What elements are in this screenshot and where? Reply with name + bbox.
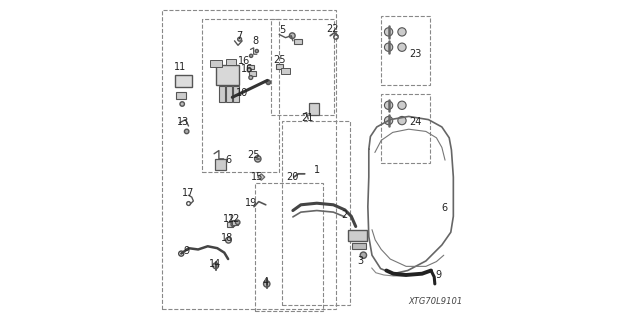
Bar [381,94,430,163]
Circle shape [250,54,253,57]
Text: 20: 20 [286,172,298,182]
FancyBboxPatch shape [233,86,239,102]
Circle shape [255,156,261,162]
Circle shape [213,263,218,269]
Bar [381,16,430,85]
Text: XTG70L9101: XTG70L9101 [408,297,463,306]
Text: 10: 10 [236,88,248,98]
Circle shape [264,281,270,287]
Text: 17: 17 [182,188,195,198]
Text: 6: 6 [225,155,231,165]
FancyBboxPatch shape [348,230,367,241]
Circle shape [398,101,406,109]
Text: 21: 21 [301,113,314,123]
Bar [255,183,323,311]
Text: 1: 1 [314,165,320,175]
Circle shape [385,101,393,109]
Text: 25: 25 [273,55,285,65]
Circle shape [398,43,406,51]
FancyBboxPatch shape [247,64,254,69]
FancyBboxPatch shape [227,221,233,227]
Text: 16: 16 [241,63,253,74]
FancyBboxPatch shape [175,75,192,87]
Text: 3: 3 [357,256,364,266]
Text: 22: 22 [326,24,339,34]
FancyBboxPatch shape [226,86,232,102]
Circle shape [385,28,393,36]
FancyBboxPatch shape [177,92,186,99]
Polygon shape [258,174,265,180]
Circle shape [289,33,295,39]
Text: 12: 12 [228,214,240,225]
Text: 11: 11 [173,62,186,72]
Circle shape [184,129,189,134]
Text: 25: 25 [248,150,260,160]
Circle shape [266,80,271,85]
Text: 23: 23 [410,48,422,59]
Bar [271,19,334,115]
Circle shape [180,102,184,106]
FancyBboxPatch shape [216,159,225,170]
Circle shape [249,76,253,79]
FancyBboxPatch shape [225,59,236,65]
Circle shape [360,252,367,258]
Bar [282,121,350,305]
Circle shape [247,68,251,72]
Text: 15: 15 [251,172,263,182]
Circle shape [398,116,406,125]
Circle shape [255,49,259,53]
Text: 12: 12 [223,214,236,225]
Circle shape [398,28,406,36]
Text: 6: 6 [442,203,447,213]
Text: 16: 16 [238,56,250,66]
Text: 13: 13 [177,117,189,127]
Circle shape [385,43,393,51]
Text: 7: 7 [236,31,242,41]
Text: 9: 9 [183,246,189,256]
Text: 24: 24 [410,117,422,127]
FancyBboxPatch shape [211,60,222,67]
Text: 14: 14 [209,259,221,269]
FancyBboxPatch shape [308,103,319,115]
Text: 5: 5 [280,25,286,35]
FancyBboxPatch shape [232,220,238,225]
FancyBboxPatch shape [351,243,366,249]
Circle shape [231,222,236,226]
Bar [162,10,336,309]
FancyBboxPatch shape [276,64,283,69]
Circle shape [385,116,393,125]
Text: 8: 8 [253,36,259,47]
Text: 2: 2 [340,210,347,220]
Circle shape [225,237,231,243]
Circle shape [237,37,241,41]
Circle shape [236,220,240,225]
Bar [202,19,278,172]
Text: 19: 19 [245,197,257,208]
FancyBboxPatch shape [281,68,290,74]
FancyBboxPatch shape [249,71,256,76]
Text: 18: 18 [221,233,234,243]
FancyBboxPatch shape [294,39,302,44]
FancyBboxPatch shape [216,64,239,85]
FancyBboxPatch shape [219,86,225,102]
Text: 4: 4 [262,277,269,287]
Text: 9: 9 [436,270,442,280]
